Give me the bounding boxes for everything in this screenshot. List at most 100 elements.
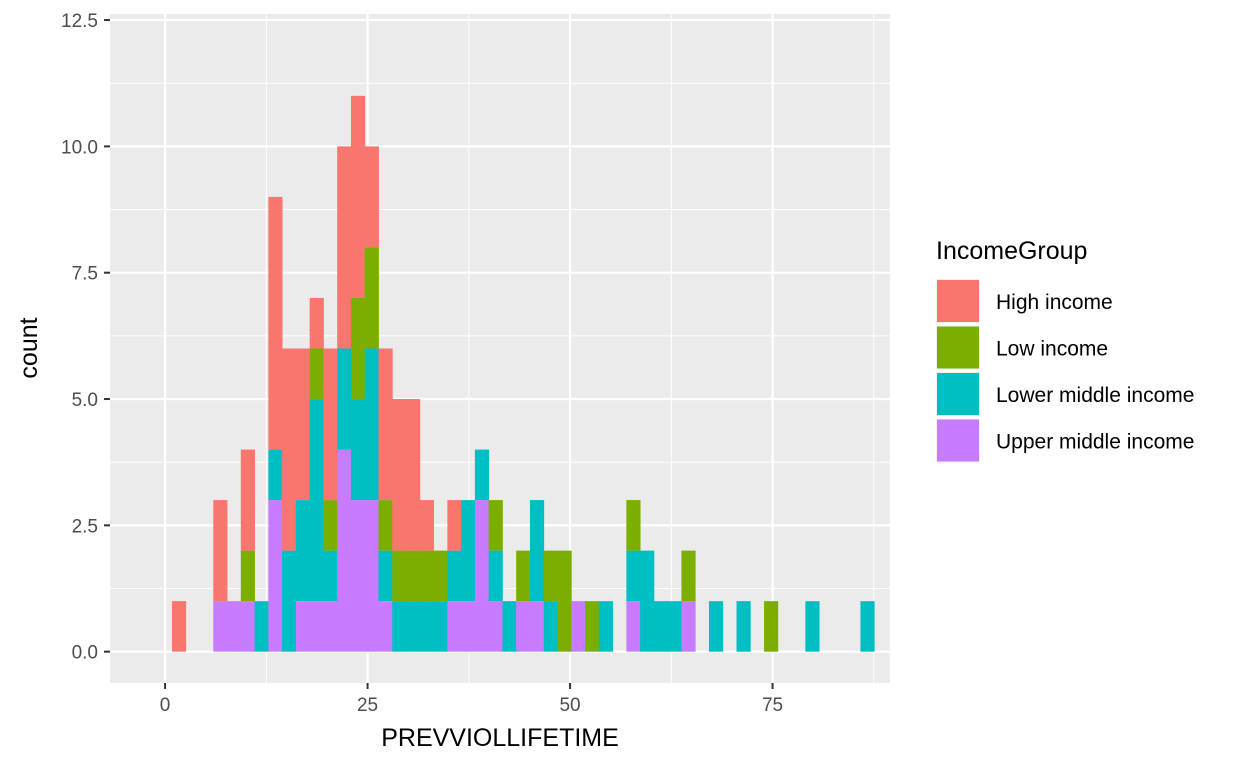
histogram-bar	[240, 449, 255, 551]
legend-swatch	[937, 419, 979, 462]
histogram-bar	[805, 601, 820, 652]
histogram-bar	[488, 500, 503, 551]
histogram-bar	[406, 550, 421, 602]
histogram-bar	[392, 601, 407, 652]
histogram-bar	[640, 550, 655, 652]
legend-title: IncomeGroup	[936, 237, 1087, 265]
histogram-bar	[171, 601, 187, 652]
y-tick-label: 2.5	[72, 516, 98, 537]
histogram-bar	[433, 601, 448, 652]
histogram-bar	[461, 601, 476, 652]
histogram-bar	[254, 601, 269, 652]
y-tick-label: 5.0	[72, 390, 98, 411]
y-tick-label: 7.5	[72, 264, 98, 285]
histogram-bar	[447, 500, 462, 551]
bars-group	[171, 95, 875, 652]
histogram-bar	[213, 500, 228, 602]
histogram-bar	[364, 348, 379, 501]
legend: High income Low income Lower middle income…	[936, 279, 1194, 463]
histogram-bar	[447, 550, 462, 602]
histogram-bar	[323, 500, 338, 551]
histogram-bar	[213, 601, 228, 652]
histogram-bar	[557, 550, 572, 652]
histogram-bar	[364, 146, 379, 248]
histogram-bar	[860, 601, 875, 652]
histogram-bar	[268, 449, 283, 501]
histogram-bar	[461, 500, 476, 602]
histogram-bar	[350, 399, 366, 501]
histogram-bar	[667, 601, 682, 652]
legend-swatch	[937, 280, 979, 322]
histogram-bar	[516, 601, 531, 652]
histogram-bar	[282, 550, 297, 652]
histogram-bar	[488, 550, 503, 602]
legend-swatch	[937, 373, 979, 415]
histogram-bar	[392, 550, 407, 602]
histogram-bar	[419, 550, 434, 602]
x-tick-label: 25	[357, 695, 378, 716]
histogram-bar	[268, 196, 283, 450]
histogram-bar	[337, 449, 352, 652]
y-tick-label: 0.0	[72, 643, 98, 664]
histogram-bar	[323, 550, 338, 602]
histogram-bar	[419, 601, 434, 652]
histogram-bar	[295, 601, 311, 652]
histogram-bar	[598, 601, 613, 652]
axis-ticks: 0 25 50 75 0.0 2.5 5.0 7.5 10.0 12.5	[61, 11, 783, 716]
histogram-bar	[240, 601, 255, 652]
histogram-bar	[392, 399, 407, 551]
histogram-bar	[708, 601, 724, 652]
histogram-bar	[295, 500, 311, 602]
histogram-bar	[323, 348, 338, 501]
histogram-bar	[282, 348, 297, 551]
legend-label: High income	[996, 291, 1113, 314]
histogram-bar	[543, 550, 558, 602]
histogram-bar	[350, 500, 366, 652]
histogram-bar	[626, 601, 641, 652]
histogram-bar	[764, 601, 779, 652]
histogram-bar	[585, 601, 600, 652]
histogram-bar	[268, 500, 283, 652]
legend-label: Low income	[996, 338, 1108, 361]
histogram-bar	[378, 500, 393, 551]
histogram-bar	[309, 399, 324, 602]
y-tick-label: 10.0	[61, 137, 98, 158]
histogram-bar	[626, 500, 641, 551]
histogram-bar	[433, 550, 448, 602]
histogram-bar	[529, 601, 545, 652]
histogram-bar	[309, 348, 324, 400]
histogram-bar	[378, 601, 393, 652]
legend-label: Upper middle income	[996, 431, 1194, 454]
histogram-bar	[419, 500, 434, 551]
histogram-bar	[736, 601, 751, 652]
histogram-bar	[626, 550, 641, 602]
x-tick-label: 75	[762, 695, 783, 716]
histogram-bar	[502, 601, 517, 652]
histogram-bar	[309, 601, 324, 652]
histogram-bar	[474, 449, 490, 501]
histogram-bar	[681, 550, 696, 602]
histogram-bar	[309, 297, 324, 349]
histogram-bar	[488, 601, 503, 652]
histogram-bar	[447, 601, 462, 652]
histogram-bar	[653, 601, 669, 652]
histogram-bar	[378, 550, 393, 602]
histogram-bar	[516, 550, 531, 602]
histogram-bar	[378, 348, 393, 501]
histogram-bar	[240, 550, 255, 602]
histogram-bar	[337, 348, 352, 450]
histogram-bar	[350, 95, 366, 298]
histogram-bar	[227, 601, 242, 652]
x-tick-label: 0	[160, 695, 171, 716]
histogram-bar	[571, 601, 586, 652]
legend-swatch	[937, 326, 979, 369]
histogram-bar	[295, 348, 311, 501]
histogram-bar	[364, 500, 379, 652]
histogram-bar	[350, 297, 366, 400]
histogram-bar	[364, 247, 379, 349]
histogram-bar	[406, 399, 421, 551]
histogram-bar	[406, 601, 421, 652]
histogram-bar	[323, 601, 338, 652]
legend-label: Lower middle income	[996, 384, 1194, 407]
